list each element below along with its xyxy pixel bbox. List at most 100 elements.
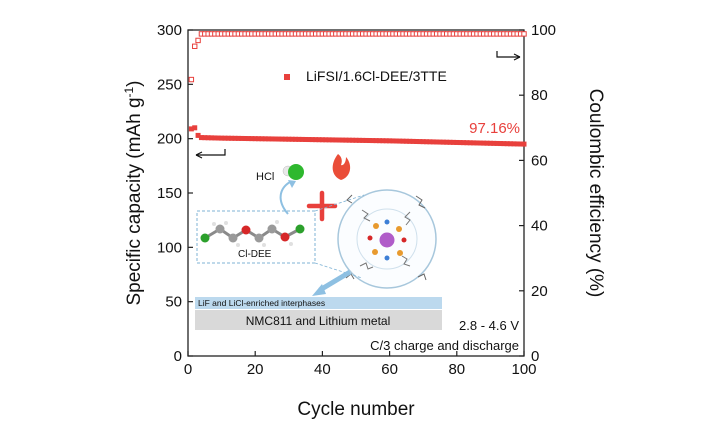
capacity-point: [464, 140, 470, 146]
capacity-point: [380, 138, 386, 144]
capacity-point: [309, 137, 315, 143]
capacity-point: [286, 136, 292, 142]
capacity-point: [259, 136, 265, 142]
capacity-point: [195, 132, 201, 138]
capacity-point: [276, 136, 282, 142]
ticks-layer: 0 20 40 60 80 1000501001502002503000204060801…: [157, 22, 556, 378]
capacity-point: [340, 137, 346, 143]
capacity-point: [366, 138, 372, 144]
solvation-sphere-icon: [337, 189, 437, 289]
capacity-point: [353, 137, 359, 143]
capacity-point: [239, 135, 245, 141]
capacity-point: [252, 136, 258, 142]
interphase-arrow: [318, 269, 352, 293]
x-axis-label: Cycle number: [297, 399, 415, 420]
capacity-point: [350, 137, 356, 143]
capacity-point: [444, 139, 450, 145]
capacity-point: [319, 137, 325, 143]
y-right-tick-label: 20: [531, 283, 548, 300]
capacity-point: [424, 139, 430, 145]
hcl-label: HCl: [256, 171, 274, 183]
capacity-point: [212, 135, 218, 141]
capacity-point: [279, 136, 285, 142]
capacity-point: [474, 140, 480, 146]
capacity-point: [198, 135, 204, 141]
capacity-point: [487, 140, 493, 146]
capacity-point: [232, 135, 238, 141]
capacity-point: [427, 139, 433, 145]
capacity-point: [477, 140, 483, 146]
capacity-point: [326, 137, 332, 143]
electrode-bar: [195, 310, 442, 330]
y-left-tick-label: 0: [174, 348, 182, 365]
capacity-point: [457, 140, 463, 146]
y-axis-left-label-tail: ): [124, 80, 145, 86]
legend-label: LiFSI/1.6Cl-DEE/3TTE: [306, 68, 447, 84]
capacity-point: [450, 139, 456, 145]
capacity-point: [323, 137, 329, 143]
capacity-point: [521, 141, 527, 147]
capacity-point: [225, 135, 231, 141]
x-tick-label: 80: [448, 361, 465, 378]
capacity-point: [511, 141, 517, 147]
zoom-connector-bottom: [314, 262, 363, 279]
cl-dee-molecule-icon: [200, 220, 305, 247]
capacity-point: [467, 140, 473, 146]
capacity-point: [410, 138, 416, 144]
y-axis-left-label-main: Specific capacity (mAh g: [124, 97, 145, 305]
y-right-tick-label: 0: [531, 348, 539, 365]
x-tick-label: 60: [381, 361, 398, 378]
y-left-tick-label: 250: [157, 76, 182, 93]
capacity-point: [437, 139, 443, 145]
y-left-tick-label: 100: [157, 239, 182, 256]
capacity-point: [397, 138, 403, 144]
capacity-point: [192, 125, 198, 131]
y-left-tick-label: 200: [157, 131, 182, 148]
capacity-point: [413, 138, 419, 144]
electrode-label: NMC811 and Lithium metal: [246, 314, 391, 328]
capacity-point: [205, 135, 211, 141]
capacity-point: [434, 139, 440, 145]
retention-label: 97.16%: [469, 120, 520, 137]
zoom-connector-top: [314, 194, 365, 212]
data-layer: [188, 31, 527, 147]
capacity-point: [501, 141, 507, 147]
capacity-point: [316, 137, 322, 143]
capacity-point: [262, 136, 268, 142]
voltage-label: 2.8 - 4.6 V: [459, 318, 519, 333]
y-left-tick-label: 300: [157, 22, 182, 39]
capacity-point: [336, 137, 342, 143]
interphase-bar: [195, 297, 442, 309]
capacity-point: [222, 135, 228, 141]
capacity-point: [363, 137, 369, 143]
coulombic-efficiency-point: [521, 31, 527, 37]
capacity-point: [447, 139, 453, 145]
capacity-point: [484, 140, 490, 146]
capacity-point: [343, 137, 349, 143]
hcl-molecule-icon: [282, 164, 304, 180]
capacity-point: [403, 138, 409, 144]
capacity-point: [272, 136, 278, 142]
capacity-point: [393, 138, 399, 144]
capacity-point: [383, 138, 389, 144]
capacity-point: [491, 140, 497, 146]
capacity-point: [518, 141, 524, 147]
x-tick-label: 100: [511, 361, 536, 378]
capacity-point: [504, 141, 510, 147]
y-right-tick-label: 40: [531, 218, 548, 235]
capacity-point: [313, 137, 319, 143]
flame-icon: [332, 154, 351, 180]
capacity-point: [289, 136, 295, 142]
y-right-tick-label: 100: [531, 22, 556, 39]
capacity-point: [373, 138, 379, 144]
capacity-point: [407, 138, 413, 144]
capacity-point: [494, 140, 500, 146]
capacity-point: [299, 136, 305, 142]
interphase-label: LiF and LiCl-enriched interphases: [198, 298, 325, 308]
x-tick-label: 0: [184, 361, 192, 378]
capacity-point: [360, 137, 366, 143]
capacity-point: [356, 137, 362, 143]
capacity-point: [387, 138, 393, 144]
capacity-point: [256, 136, 262, 142]
capacity-point: [329, 137, 335, 143]
